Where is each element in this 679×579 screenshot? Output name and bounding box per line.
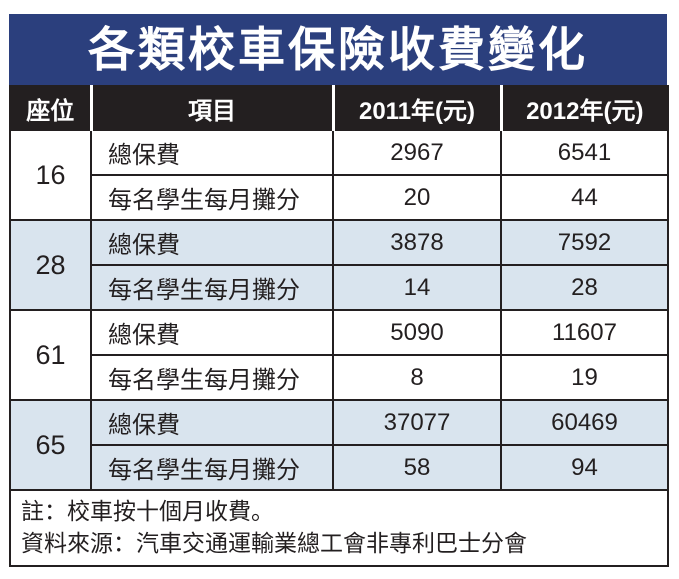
notes-cell: 註：校車按十個月收費。 資料來源：汽車交通運輸業總工會非專利巴士分會 bbox=[9, 489, 669, 567]
column-header-2011: 2011年(元) bbox=[331, 85, 502, 131]
table-row: 65 總保費 37077 60469 bbox=[9, 399, 669, 491]
insurance-fee-table: 座位 項目 2011年(元) 2012年(元) 16 總保費 2967 6541… bbox=[9, 85, 669, 567]
table-row: 28 總保費 3878 7592 bbox=[9, 219, 669, 311]
item-cell: 總保費 bbox=[90, 219, 334, 266]
value-2012-cell: 44 bbox=[500, 174, 669, 221]
item-cell: 每名學生每月攤分 bbox=[90, 174, 334, 221]
value-2011-cell: 14 bbox=[332, 264, 502, 311]
note-data-source: 資料來源：汽車交通運輸業總工會非專利巴士分會 bbox=[21, 530, 527, 556]
value-2012-cell: 28 bbox=[500, 264, 669, 311]
value-2012-cell: 11607 bbox=[500, 309, 669, 356]
value-2011-cell: 5090 bbox=[332, 309, 502, 356]
seat-cell-65: 65 bbox=[9, 399, 92, 491]
value-2011-cell: 20 bbox=[332, 174, 502, 221]
table-header-row: 座位 項目 2011年(元) 2012年(元) bbox=[9, 85, 669, 131]
table-row: 每名學生每月攤分 14 28 bbox=[10, 264, 669, 311]
value-2012-cell: 6541 bbox=[500, 129, 669, 176]
item-cell: 總保費 bbox=[90, 129, 334, 176]
item-cell: 總保費 bbox=[90, 399, 334, 446]
value-2011-cell: 8 bbox=[332, 354, 502, 401]
seat-cell-28: 28 bbox=[9, 219, 92, 311]
value-2012-cell: 19 bbox=[500, 354, 669, 401]
value-2011-cell: 58 bbox=[332, 444, 502, 491]
table-footer-row: 註：校車按十個月收費。 資料來源：汽車交通運輸業總工會非專利巴士分會 bbox=[9, 489, 669, 567]
value-2012-cell: 60469 bbox=[500, 399, 669, 446]
column-header-item: 項目 bbox=[89, 85, 334, 131]
table-row: 每名學生每月攤分 20 44 bbox=[10, 174, 669, 221]
table-row: 61 總保費 5090 11607 bbox=[9, 309, 669, 401]
column-header-seats: 座位 bbox=[9, 85, 92, 131]
value-2011-cell: 3878 bbox=[332, 219, 502, 266]
item-cell: 總保費 bbox=[90, 309, 334, 356]
table-row: 每名學生每月攤分 8 19 bbox=[10, 354, 669, 401]
column-header-2012: 2012年(元) bbox=[499, 85, 669, 131]
item-cell: 每名學生每月攤分 bbox=[90, 444, 334, 491]
value-2011-cell: 2967 bbox=[332, 129, 502, 176]
note-charging-period: 註：校車按十個月收費。 bbox=[21, 498, 274, 524]
item-cell: 每名學生每月攤分 bbox=[90, 354, 334, 401]
page-title: 各類校車保險收費變化 bbox=[9, 14, 667, 85]
value-2012-cell: 94 bbox=[500, 444, 669, 491]
value-2011-cell: 37077 bbox=[332, 399, 502, 446]
value-2012-cell: 7592 bbox=[500, 219, 669, 266]
table-row: 16 總保費 2967 6541 bbox=[9, 129, 669, 221]
item-cell: 每名學生每月攤分 bbox=[90, 264, 334, 311]
seat-cell-61: 61 bbox=[9, 309, 92, 401]
infographic-table: 各類校車保險收費變化 座位 項目 2011年(元) 2012年(元) 16 總保… bbox=[9, 14, 669, 567]
table-row: 每名學生每月攤分 58 94 bbox=[10, 444, 669, 491]
seat-cell-16: 16 bbox=[9, 129, 92, 221]
